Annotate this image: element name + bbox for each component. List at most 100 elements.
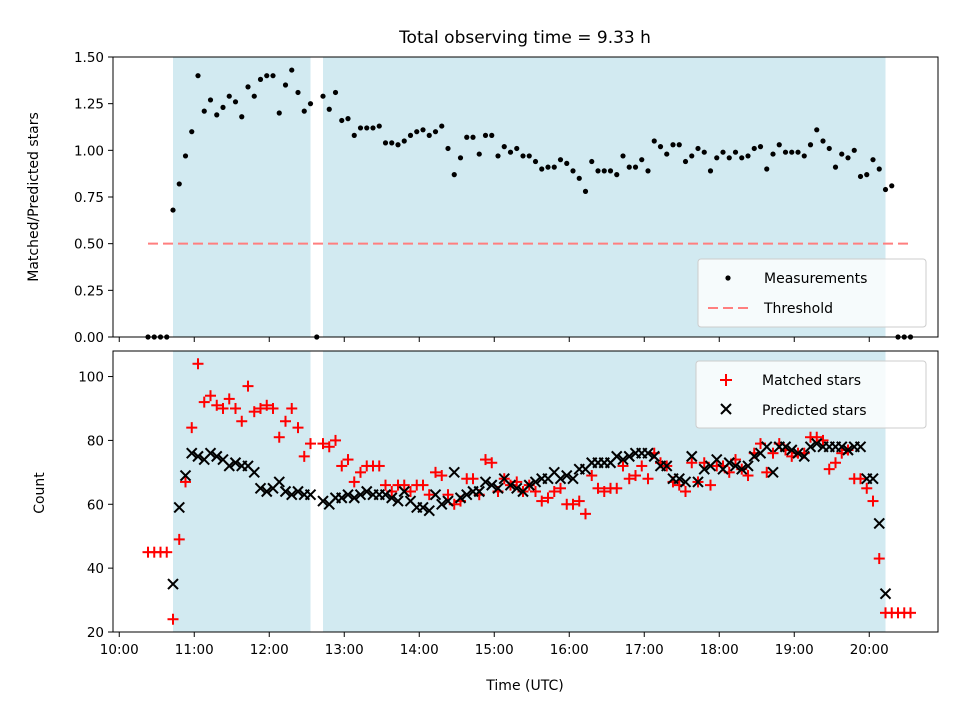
predicted-star-point xyxy=(698,463,710,475)
x-tick-label: 17:00 xyxy=(625,642,664,658)
measurement-point xyxy=(676,142,682,148)
measurement-point xyxy=(776,142,782,148)
measurement-point xyxy=(545,164,551,170)
x-stroke xyxy=(279,485,292,498)
predicted-star-point xyxy=(379,488,392,501)
measurement-point xyxy=(870,157,876,163)
matched-star-point xyxy=(767,447,779,459)
y-tick-label: 40 xyxy=(87,561,104,577)
x-stroke xyxy=(642,447,654,459)
x-stroke xyxy=(211,450,223,463)
matched-star-point xyxy=(255,402,266,414)
predicted-star-point xyxy=(473,485,485,498)
x-stroke xyxy=(786,444,798,456)
matched-star-point xyxy=(867,495,879,507)
predicted-star-point xyxy=(429,488,442,501)
measurement-point xyxy=(820,138,826,144)
measurement-point xyxy=(639,157,645,163)
x-stroke xyxy=(854,441,867,453)
measurement-point xyxy=(432,129,439,135)
matched-star-point xyxy=(830,457,841,469)
measurement-point xyxy=(614,172,620,178)
measurement-point xyxy=(732,149,739,155)
x-tick-label: 11:00 xyxy=(175,642,214,658)
x-tick-label: 20:00 xyxy=(850,642,889,658)
y-tick-label: 80 xyxy=(87,433,104,449)
y-tick-label: 1.25 xyxy=(74,97,104,113)
predicted-star-point xyxy=(873,517,885,530)
predicted-star-point xyxy=(642,447,654,459)
matched-star-point xyxy=(211,399,223,411)
x-stroke xyxy=(529,476,542,488)
measurement-point xyxy=(351,132,357,138)
predicted-star-point xyxy=(767,466,779,479)
x-tick-label: 16:00 xyxy=(550,642,589,658)
matched-star-point xyxy=(542,492,554,504)
predicted-star-point xyxy=(442,495,454,507)
x-stroke xyxy=(648,450,660,463)
matched-star-point xyxy=(230,402,241,414)
x-stroke xyxy=(554,473,567,485)
x-stroke xyxy=(223,460,235,472)
measurement-point xyxy=(607,168,614,174)
x-stroke xyxy=(567,473,579,485)
predicted-star-point xyxy=(842,444,854,456)
measurement-point xyxy=(670,142,676,148)
predicted-star-point xyxy=(204,447,217,459)
measurement-point xyxy=(564,160,570,166)
top-legend: Measurements Threshold xyxy=(697,258,927,328)
x-axis-label: Time (UTC) xyxy=(485,678,563,694)
predicted-star-point xyxy=(392,495,404,507)
predicted-star-point xyxy=(479,476,492,488)
measurement-point xyxy=(457,155,464,161)
x-stroke xyxy=(804,441,817,453)
x-tick-label: 18:00 xyxy=(700,642,739,658)
predicted-star-point xyxy=(779,441,792,453)
bottom-axes-frame xyxy=(112,350,939,633)
x-stroke xyxy=(498,473,510,485)
x-stroke xyxy=(492,482,504,495)
measurement-point xyxy=(320,93,326,99)
matched-star-point xyxy=(555,482,566,494)
measurement-point xyxy=(282,82,289,88)
y-tick-label: 0.00 xyxy=(74,330,104,346)
measurement-point xyxy=(170,207,176,213)
x-tick-label: 13:00 xyxy=(325,642,364,658)
predicted-star-point xyxy=(348,492,360,504)
measurement-point xyxy=(220,104,226,110)
predicted-star-point xyxy=(711,453,723,466)
measurement-point xyxy=(307,101,314,107)
measurement-point xyxy=(645,168,651,174)
measurement-point xyxy=(232,99,239,105)
predicted-star-point xyxy=(561,469,573,482)
matched-star-point xyxy=(480,454,491,466)
measurement-point xyxy=(620,153,626,159)
matched-star-point xyxy=(336,460,348,472)
top-x-ticks xyxy=(118,337,870,342)
x-stroke xyxy=(229,457,242,469)
x-stroke xyxy=(461,488,473,501)
matched-star-point xyxy=(823,463,835,475)
x-stroke xyxy=(673,473,685,485)
predicted-star-point xyxy=(792,447,804,459)
matched-star-point xyxy=(761,466,773,478)
x-stroke xyxy=(798,450,810,463)
y-tick-label: 60 xyxy=(87,497,104,513)
matched-star-point xyxy=(530,486,541,497)
x-stroke xyxy=(748,450,760,463)
matched-star-point xyxy=(217,402,229,414)
predicted-star-point xyxy=(554,473,567,485)
y-tick-label: 100 xyxy=(78,370,104,386)
measurement-point xyxy=(420,127,426,133)
matched-star-point xyxy=(623,473,635,485)
measurement-point xyxy=(701,149,707,155)
predicted-star-point xyxy=(186,447,198,459)
measurement-point xyxy=(601,168,607,174)
x-tick-label: 12:00 xyxy=(250,642,289,658)
matched-star-point xyxy=(280,415,291,427)
measurement-point xyxy=(801,153,807,159)
predicted-star-point xyxy=(567,473,579,485)
measurement-point xyxy=(295,89,301,96)
predicted-star-point xyxy=(354,488,367,501)
matched-star-point xyxy=(630,470,641,482)
